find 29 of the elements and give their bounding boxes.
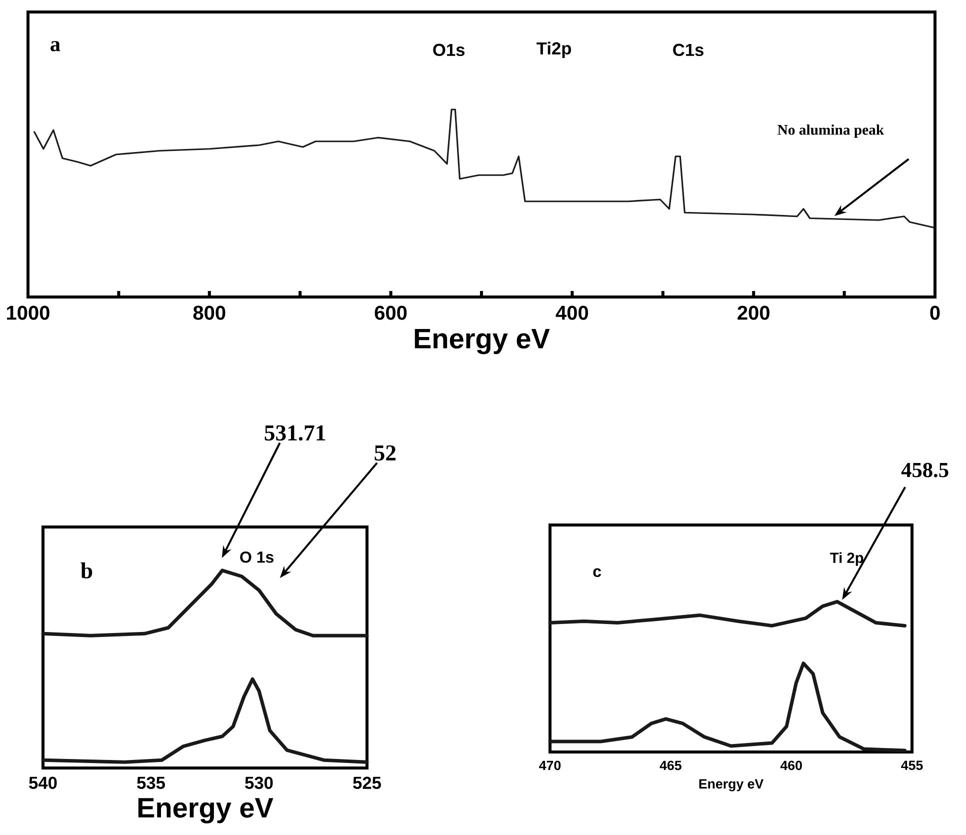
x-tick-label: 460 <box>780 760 802 770</box>
text: Ti 2p <box>830 552 864 566</box>
x-tick-label: 1000 <box>7 306 50 320</box>
x-tick-label: 200 <box>738 306 770 320</box>
x-tick-label: 530 <box>245 776 273 789</box>
x-tick-label: 470 <box>539 760 561 770</box>
text: Ti2p <box>536 42 572 58</box>
x-tick-label: 600 <box>374 306 407 320</box>
x-tick-label: 465 <box>660 760 682 770</box>
x-axis-title: Energy eV <box>138 798 274 824</box>
x-axis-title: Energy eV <box>699 779 764 792</box>
x-tick-label: 525 <box>353 776 381 789</box>
x-tick-label: 540 <box>29 776 57 789</box>
text: O1s <box>433 44 465 56</box>
text: 458.5 <box>901 462 948 478</box>
text: 52 <box>374 445 396 461</box>
x-axis-title: Energy eV <box>414 329 550 354</box>
text: O 1s <box>240 551 274 563</box>
text: C1s <box>673 44 704 56</box>
text: a <box>50 41 60 52</box>
text: c <box>593 568 602 578</box>
text: 531.71 <box>264 425 326 441</box>
x-tick-label: 535 <box>137 776 165 789</box>
annotation: No alumina peak <box>778 124 884 138</box>
x-tick-label: 0 <box>930 306 940 320</box>
x-tick-label: 455 <box>901 760 923 770</box>
annotation: b <box>80 562 92 578</box>
x-tick-label: 400 <box>556 306 588 320</box>
x-tick-label: 800 <box>193 306 226 320</box>
